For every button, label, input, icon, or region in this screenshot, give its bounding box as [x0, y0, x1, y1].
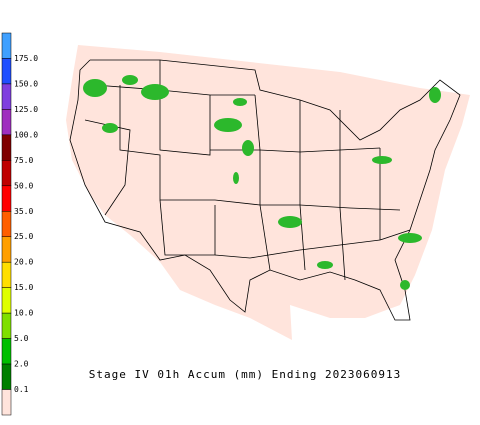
- legend-label: 15.0: [14, 283, 33, 292]
- legend: 175.0 150.0 125.0 100.0 75.0 50.0 35.0 25.0 20.0…: [1, 32, 38, 416]
- rain-area: [122, 75, 138, 85]
- rain-area: [83, 79, 107, 97]
- rain-area: [102, 123, 118, 133]
- legend-swatch: [1, 312, 12, 339]
- legend-label: 175.0: [14, 54, 38, 63]
- state-line: [159, 60, 211, 156]
- legend-label: 2.0: [14, 360, 29, 369]
- precipitation-areas: [83, 75, 441, 290]
- legend-swatch: [1, 83, 12, 110]
- legend-swatch: [1, 160, 12, 187]
- legend-swatch: [1, 109, 12, 136]
- state-line: [254, 94, 271, 271]
- rain-area: [372, 156, 392, 164]
- rain-area: [278, 216, 302, 228]
- rain-area: [317, 261, 333, 269]
- rain-area: [242, 140, 254, 156]
- legend-label: 50.0: [14, 181, 33, 190]
- state-line: [159, 199, 216, 256]
- legend-swatch: [1, 58, 12, 85]
- legend-swatch: [1, 338, 12, 365]
- legend-label: 150.0: [14, 79, 38, 88]
- state-line: [214, 229, 411, 259]
- legend-swatch: [1, 261, 12, 288]
- legend-swatch: [1, 185, 12, 212]
- rain-area: [233, 172, 239, 184]
- state-line: [339, 110, 346, 281]
- legend-label: 125.0: [14, 105, 38, 114]
- coverage-area: [66, 45, 470, 340]
- legend-label: 0.1: [14, 385, 29, 394]
- legend-swatch: [1, 287, 12, 314]
- rain-area: [233, 98, 247, 106]
- legend-swatch: [1, 389, 12, 416]
- rain-area: [429, 87, 441, 103]
- rain-area: [141, 84, 169, 100]
- rain-area: [400, 280, 410, 290]
- legend-swatch: [1, 211, 12, 237]
- legend-label: 35.0: [14, 207, 33, 216]
- rain-area: [214, 118, 242, 132]
- legend-swatch: [1, 236, 12, 263]
- legend-label: 10.0: [14, 309, 33, 318]
- legend-label: 25.0: [14, 232, 33, 241]
- state-line: [299, 100, 306, 271]
- legend-label: 20.0: [14, 258, 33, 267]
- legend-label: 5.0: [14, 334, 29, 343]
- legend-swatch: [1, 32, 12, 59]
- state-line: [119, 85, 401, 211]
- legend-label: 100.0: [14, 130, 38, 139]
- legend-swatch: [1, 363, 12, 390]
- country-outline: [69, 59, 461, 321]
- legend-label: 75.0: [14, 156, 33, 165]
- map-title: Stage IV 01h Accum (mm) Ending 202306091…: [89, 368, 402, 381]
- legend-swatch: [1, 134, 12, 161]
- state-line: [94, 84, 255, 96]
- rain-area: [398, 233, 422, 243]
